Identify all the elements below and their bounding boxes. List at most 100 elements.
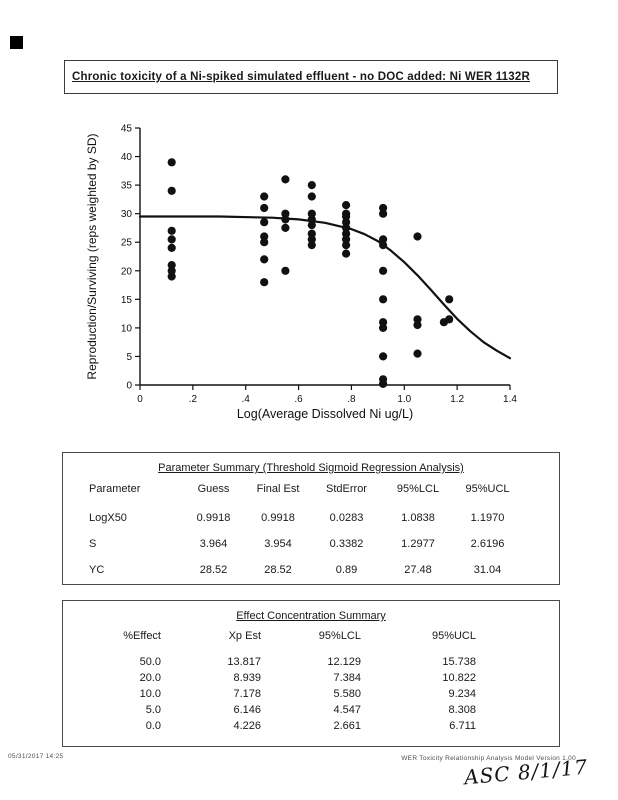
x-tick-label: 1.2 [450, 394, 464, 405]
data-point [379, 323, 388, 332]
data-point [307, 221, 316, 230]
y-tick-label: 40 [121, 152, 133, 163]
header-row: Parameter Guess Final Est StdError 95%LCL 95%… [71, 480, 551, 505]
table-cell: 7.178 [233, 688, 261, 700]
data-point [307, 241, 316, 250]
table-cell: 1.0838 [401, 512, 435, 524]
y-axis-label: Reproduction/Surviving (reps weighted by… [85, 133, 99, 379]
x-tick-label: .6 [294, 394, 303, 405]
table-row: LogX50 0.9918 0.9918 0.0283 1.0838 1.1970 [71, 505, 551, 531]
column-header: StdError [326, 483, 367, 495]
table-row: YC 28.52 28.52 0.89 27.48 31.04 [71, 557, 551, 583]
y-tick-label: 25 [121, 238, 133, 249]
data-point [379, 266, 388, 275]
data-point [342, 235, 351, 244]
y-tick-label: 5 [126, 352, 132, 363]
effect-summary-table-container: %Effect Xp Est 95%LCL 95%UCL 50.0 13.817 12.12… [63, 628, 559, 734]
table-cell: 0.3382 [329, 538, 364, 550]
data-point [260, 255, 269, 264]
parameter-summary-section: Parameter Summary (Threshold Sigmoid Reg… [62, 452, 560, 585]
table-cell: 31.04 [473, 564, 502, 576]
y-tick-label: 45 [121, 124, 133, 135]
x-tick-label: .8 [347, 394, 356, 405]
table-cell: 5.580 [333, 688, 361, 700]
data-point [307, 209, 316, 218]
data-point [260, 218, 269, 227]
table-cell: 0.9918 [261, 512, 295, 524]
table-cell: 28.52 [199, 564, 228, 576]
data-point [167, 272, 176, 281]
x-tick-label: .2 [189, 394, 198, 405]
table-row: 0.0 4.226 2.661 6.711 [71, 718, 551, 734]
column-header: 95%LCL [396, 483, 440, 495]
data-point [260, 238, 269, 247]
y-tick-label: 10 [121, 323, 133, 334]
parameter-summary-title: Parameter Summary (Threshold Sigmoid Reg… [158, 462, 464, 474]
table-cell: 2.661 [333, 720, 361, 732]
table-cell: 4.226 [233, 720, 261, 732]
x-tick-label: 0 [137, 394, 143, 405]
y-tick-label: 15 [121, 295, 133, 306]
data-point [379, 235, 388, 244]
table-cell: 5.0 [145, 704, 161, 716]
data-point [281, 223, 290, 232]
data-point [342, 218, 351, 227]
table-cell: 9.234 [448, 688, 476, 700]
column-header: Xp Est [228, 630, 261, 642]
data-point [413, 349, 422, 358]
data-point [167, 235, 176, 244]
table-cell: 13.817 [227, 656, 261, 668]
x-tick-label: .4 [242, 394, 251, 405]
data-point [413, 232, 422, 241]
data-point [342, 249, 351, 258]
data-point [307, 181, 316, 190]
data-point [167, 266, 176, 275]
table-cell: 0.9918 [196, 512, 231, 524]
data-point [413, 315, 422, 324]
data-point [439, 318, 448, 327]
table-cell: 4.547 [333, 704, 361, 716]
table-cell: 8.308 [448, 704, 476, 716]
table-cell: 1.2977 [401, 538, 435, 550]
data-point [167, 186, 176, 195]
x-tick-label: 1.4 [503, 394, 517, 405]
data-point [342, 212, 351, 221]
data-point [281, 266, 290, 275]
table-cell: LogX50 [89, 512, 127, 524]
data-point [167, 243, 176, 252]
data-point [281, 209, 290, 218]
data-point [307, 215, 316, 224]
y-tick-label: 20 [121, 266, 133, 277]
table-cell: YC [89, 564, 105, 576]
data-point [307, 235, 316, 244]
data-point [379, 352, 388, 361]
report-title-box: Chronic toxicity of a Ni-spiked simulate… [64, 60, 558, 94]
column-header: Guess [197, 483, 230, 495]
table-cell: 12.129 [327, 656, 361, 668]
column-header: 95%LCL [318, 630, 361, 642]
data-point [260, 203, 269, 213]
footer-app-version: WER Toxicity Relationship Analysis Model… [401, 755, 576, 762]
table-cell: 0.0283 [329, 512, 364, 524]
table-row: 50.0 13.817 12.129 15.738 [71, 654, 551, 670]
y-tick-label: 0 [126, 381, 132, 392]
data-point [167, 261, 176, 270]
column-header: Parameter [89, 483, 141, 495]
fit-curve [138, 215, 512, 360]
table-cell: 8.939 [233, 672, 261, 684]
table-cell: 3.964 [199, 538, 228, 550]
table-cell: 0.89 [335, 564, 358, 576]
data-point [167, 226, 176, 235]
table-cell: 20.0 [139, 672, 161, 684]
table-cell: 0.0 [145, 720, 161, 732]
data-point [260, 278, 269, 287]
data-point [307, 229, 316, 238]
data-point [342, 223, 351, 232]
data-point [379, 295, 388, 304]
data-point [307, 192, 316, 201]
table-cell: S [89, 538, 97, 550]
report-title: Chronic toxicity of a Ni-spiked simulate… [72, 71, 530, 83]
data-point [379, 241, 388, 250]
parameter-summary-table-container: Parameter Guess Final Est StdError 95%LCL 95%… [63, 480, 559, 583]
table-cell: 7.384 [333, 672, 361, 684]
